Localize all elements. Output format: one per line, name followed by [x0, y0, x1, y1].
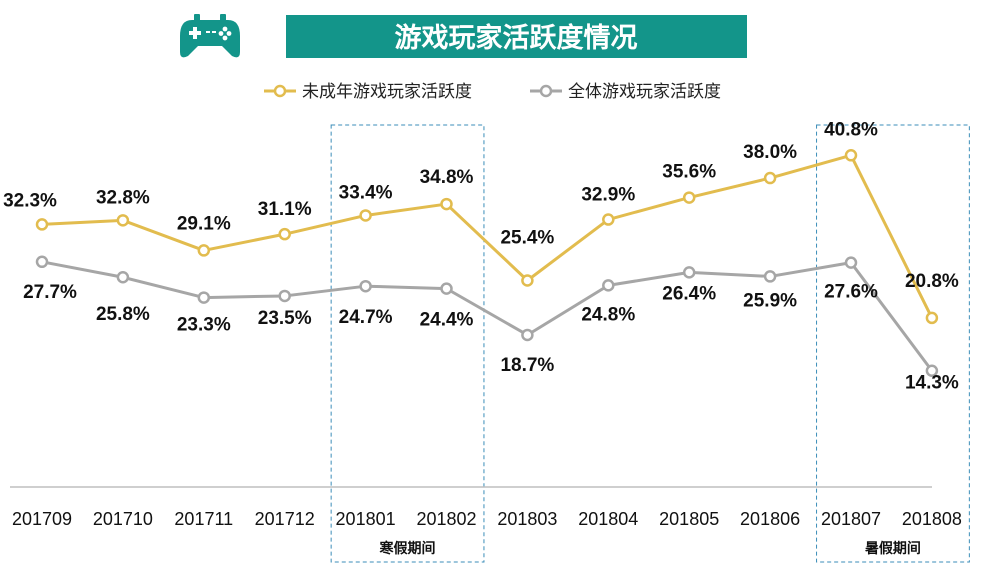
label-s1-201801: 24.7% — [339, 307, 393, 328]
series-line-0 — [41, 153, 934, 319]
point-s0-201710 — [116, 214, 130, 227]
point-s0-201805 — [682, 191, 696, 204]
label-s0-201808: 20.8% — [905, 271, 959, 292]
x-tick-201806: 201806 — [740, 509, 800, 529]
label-s1-201711: 23.3% — [177, 315, 231, 336]
point-s1-201805 — [682, 266, 696, 279]
label-s1-201710: 25.8% — [96, 304, 150, 325]
x-tick-201804: 201804 — [578, 509, 638, 529]
point-s0-201807 — [844, 149, 858, 162]
label-s0-201802: 34.8% — [420, 167, 474, 188]
label-s1-201806: 25.9% — [743, 290, 797, 311]
chart-title: 游戏玩家活跃度情况 — [395, 22, 638, 54]
x-tick-201711: 201711 — [174, 509, 233, 529]
label-s1-201804: 24.8% — [581, 304, 635, 325]
label-s0-201710: 32.8% — [96, 187, 150, 208]
period-label-winter: 寒假期间 — [380, 540, 436, 557]
point-s0-201803 — [521, 274, 534, 287]
label-s0-201801: 33.4% — [339, 182, 393, 203]
legend: 未成年游戏玩家活跃度 全体游戏玩家活跃度 — [264, 82, 721, 102]
x-tick-201803: 201803 — [497, 509, 557, 529]
label-s1-201802: 24.4% — [420, 310, 474, 331]
x-tick-201808: 201808 — [902, 509, 962, 529]
gamepad-icon — [180, 14, 240, 58]
label-s1-201805: 26.4% — [662, 283, 716, 304]
series-layer — [35, 149, 939, 377]
point-s1-201710 — [116, 270, 130, 284]
legend-item-minor: 未成年游戏玩家活跃度 — [264, 82, 472, 102]
point-s1-201808 — [925, 364, 939, 377]
label-s1-201712: 23.5% — [258, 308, 312, 329]
x-tick-201709: 201709 — [12, 509, 72, 529]
point-s0-201808 — [925, 311, 939, 325]
point-s0-201709 — [35, 218, 49, 231]
point-s0-201806 — [763, 171, 777, 185]
period-label-summer: 暑假期间 — [865, 540, 921, 557]
x-tick-labels: 201709 201710 201711 201712 201801 201802 2018… — [12, 509, 962, 529]
point-s0-201712 — [278, 227, 291, 241]
x-tick-201805: 201805 — [659, 509, 719, 529]
period-box-summer — [816, 124, 970, 563]
label-s0-201806: 38.0% — [743, 142, 797, 163]
period-box-winter — [330, 124, 485, 563]
point-s1-201712 — [278, 289, 291, 303]
label-s0-201712: 31.1% — [258, 199, 312, 220]
label-s1-201808: 14.3% — [905, 373, 959, 394]
point-s1-201803 — [521, 328, 534, 342]
point-s1-201804 — [602, 279, 615, 292]
label-s0-201711: 29.1% — [177, 213, 231, 234]
point-s1-201806 — [763, 270, 777, 283]
point-s1-201801 — [359, 279, 372, 293]
point-s0-201802 — [440, 197, 453, 211]
title-bar — [286, 15, 747, 58]
legend-label-all: 全体游戏玩家活跃度 — [568, 82, 721, 102]
series-line-1 — [41, 260, 934, 372]
point-s1-201807 — [844, 256, 858, 269]
x-tick-201802: 201802 — [416, 509, 476, 529]
x-tick-201710: 201710 — [93, 509, 153, 529]
x-tick-201712: 201712 — [255, 509, 315, 529]
data-labels: 32.3% 32.8% 29.1% 31.1% 33.4% 34.8% 25.4% 32.9%… — [3, 119, 959, 393]
point-s1-201709 — [35, 255, 49, 269]
x-tick-201801: 201801 — [336, 509, 396, 529]
point-s0-201801 — [359, 209, 372, 222]
legend-label-minor: 未成年游戏玩家活跃度 — [302, 82, 472, 102]
label-s0-201807: 40.8% — [824, 119, 878, 140]
point-s1-201711 — [197, 291, 211, 304]
label-s0-201804: 32.9% — [581, 185, 635, 206]
label-s1-201803: 18.7% — [500, 355, 554, 376]
label-s1-201807: 27.6% — [824, 282, 878, 303]
x-tick-201807: 201807 — [821, 509, 881, 529]
label-s1-201709: 27.7% — [23, 282, 77, 303]
point-s0-201711 — [197, 244, 211, 257]
legend-item-all: 全体游戏玩家活跃度 — [530, 82, 721, 102]
label-s0-201805: 35.6% — [662, 162, 716, 183]
point-s0-201804 — [602, 213, 615, 226]
point-s1-201802 — [440, 282, 453, 295]
label-s0-201709: 32.3% — [3, 190, 57, 211]
label-s0-201803: 25.4% — [500, 227, 554, 248]
highlight-periods: 寒假期间 暑假期间 — [330, 124, 970, 563]
